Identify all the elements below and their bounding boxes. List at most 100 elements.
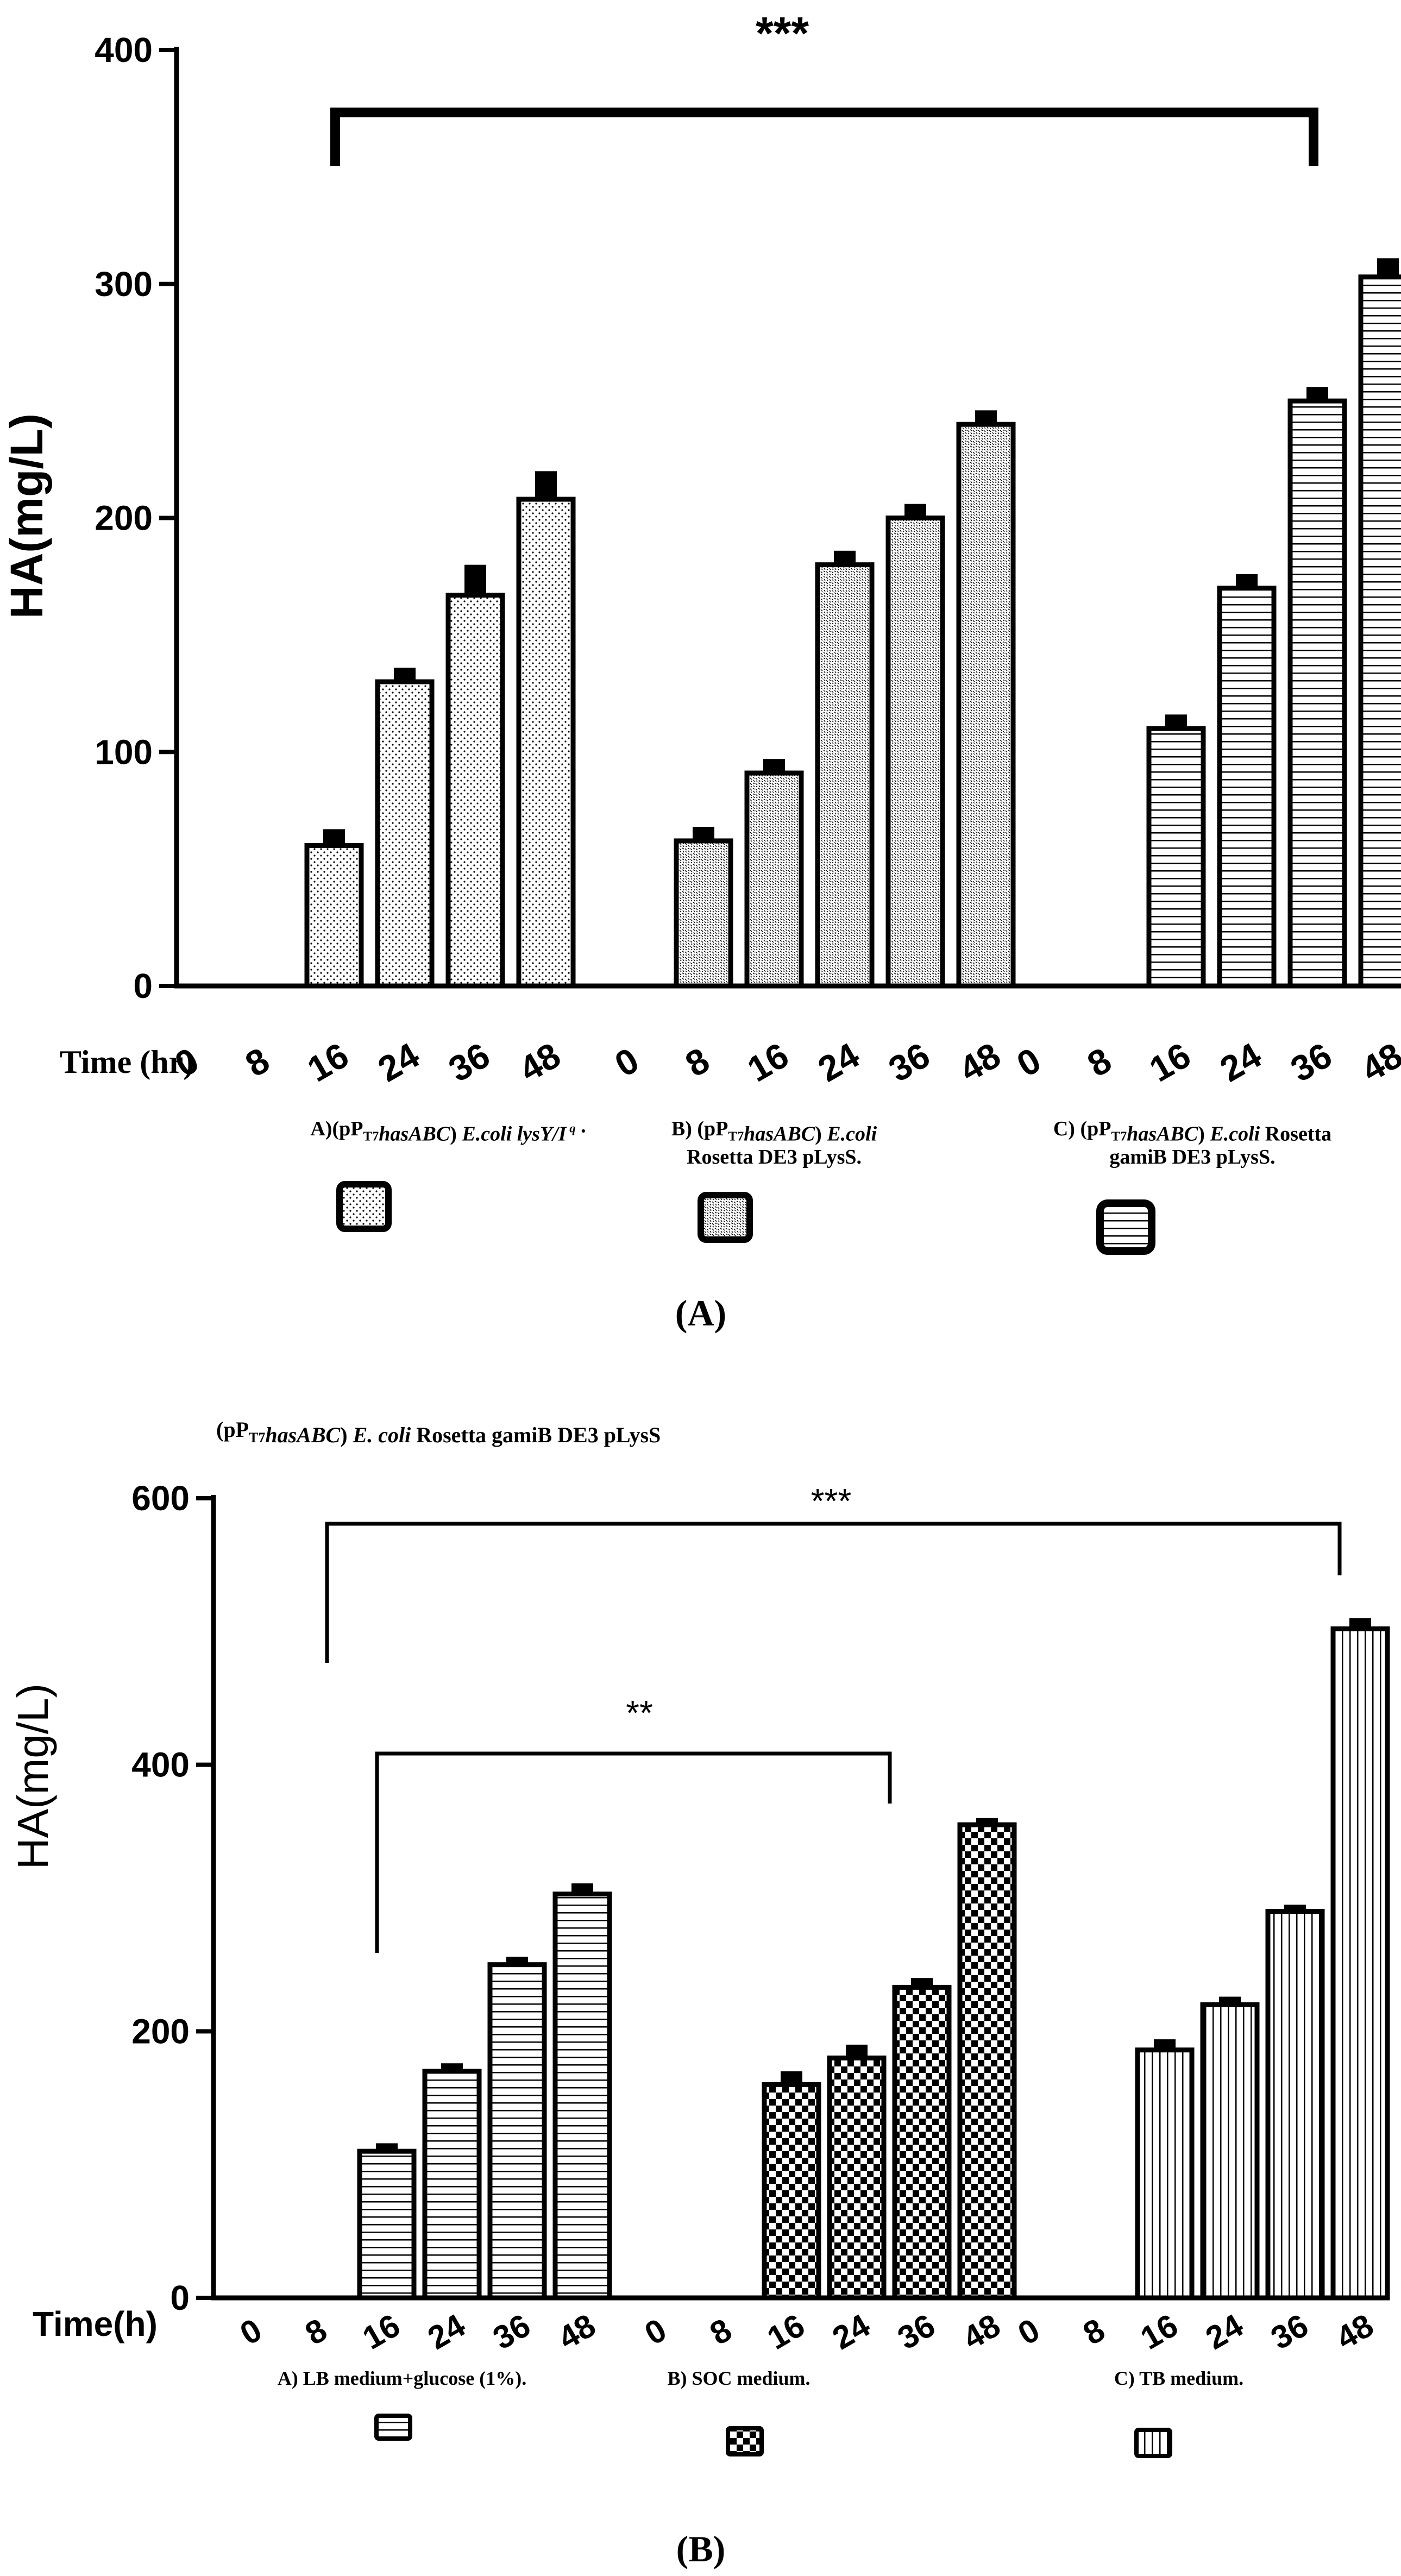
significance-bracket	[325, 1522, 1342, 1663]
y-axis-title: HA(mg/L)	[9, 1683, 57, 1869]
bar	[815, 562, 875, 989]
group-label-3-part: C) TB medium.	[1114, 2367, 1243, 2389]
x-tick-label: 24	[422, 2307, 472, 2357]
group-label-3: C) TB medium.	[1114, 2367, 1243, 2389]
error-bar	[846, 2044, 868, 2060]
x-tick-label: 0	[1010, 1040, 1047, 1084]
panel-header-part: )	[340, 1423, 353, 1447]
x-tick-label: 8	[299, 2311, 333, 2352]
x-tick-label: 48	[957, 2307, 1006, 2357]
x-tick-label: 16	[1134, 2307, 1184, 2357]
bar	[885, 516, 945, 989]
group-label-3: gamiB DE3 pLysS.	[1109, 1146, 1275, 1168]
x-tick-label: 16	[300, 1035, 355, 1090]
x-tick-label: 24	[826, 2307, 876, 2357]
panel-caption: (A)	[675, 1292, 726, 1334]
significance-bracket	[375, 1751, 892, 1953]
y-axis-title: HA(mg/L)	[1, 413, 52, 619]
x-tick-label: 0	[234, 2311, 268, 2352]
bar	[357, 2148, 417, 2301]
x-tick-label: 8	[704, 2311, 738, 2352]
error-bar	[904, 504, 926, 520]
group-label-3-part: T7	[1111, 1129, 1127, 1144]
panel-header-part: T7	[249, 1430, 265, 1446]
significance-label: ***	[811, 1481, 852, 1521]
group-label-2-part: E.coli	[826, 1123, 877, 1146]
group-label-1-part: T7	[363, 1129, 379, 1144]
group-label-2-part: )	[815, 1123, 827, 1146]
group-label-1: A)(pPT7hasABC) E.coli lysY/I q .	[310, 1114, 586, 1145]
significance-label: **	[626, 1693, 653, 1732]
group-label-2: B) SOC medium.	[667, 2367, 810, 2389]
group-label-2: B) (pPT7hasABC) E.coli	[671, 1117, 877, 1146]
x-tick-label: 8	[1080, 1040, 1118, 1084]
group-label-3-part: hasABC	[1127, 1123, 1198, 1146]
bar	[762, 2082, 821, 2301]
bar	[422, 2069, 482, 2301]
error-bar	[1219, 1996, 1241, 2007]
panel-header-part: Rosetta gamiB DE3 pLysS	[411, 1423, 661, 1447]
bar	[957, 1822, 1017, 2301]
x-tick-label: 36	[1284, 1035, 1339, 1090]
x-tick-label: 36	[891, 2307, 941, 2357]
y-tick-label: 200	[95, 499, 153, 538]
bar	[516, 497, 576, 989]
significance-bracket	[330, 108, 1318, 166]
error-bar	[323, 829, 345, 848]
x-tick-label: 24	[1199, 2307, 1249, 2357]
group-label-2-part: hasABC	[744, 1123, 815, 1146]
group-label-2: Rosetta DE3 pLysS.	[687, 1146, 862, 1168]
significance-label: ***	[756, 8, 809, 59]
group-label-1-part: )	[450, 1123, 462, 1146]
group-label-1-part: hasABC	[379, 1123, 450, 1146]
bar	[487, 1962, 547, 2301]
error-bar	[1377, 258, 1399, 279]
group-label-1-part: q	[567, 1121, 576, 1135]
bar	[1135, 2047, 1195, 2301]
x-tick-label: 8	[1077, 2311, 1111, 2352]
bar	[892, 1984, 952, 2301]
error-bar	[1236, 574, 1258, 590]
panel-header-part: E. coli	[353, 1423, 411, 1447]
bar	[552, 1892, 612, 2301]
x-tick-label: 48	[552, 2307, 601, 2357]
x-tick-label: 48	[1354, 1035, 1401, 1090]
x-tick-label: 36	[442, 1035, 497, 1090]
group-label-3-part: Rosetta	[1260, 1123, 1331, 1146]
x-tick-label: 0	[1012, 2311, 1046, 2352]
panel-header: (pPT7hasABC) E. coli Rosetta gamiB DE3 p…	[216, 1417, 661, 1447]
group-label-3-part: )	[1198, 1123, 1210, 1146]
error-bar	[693, 827, 714, 843]
y-tick-label: 0	[170, 2278, 190, 2317]
group-label-1-part: A)(pP	[310, 1117, 363, 1140]
legend-swatch	[1096, 1199, 1155, 1255]
x-tick-label: 16	[356, 2307, 406, 2357]
error-bar	[464, 564, 486, 598]
x-tick-label: 48	[1330, 2307, 1379, 2357]
error-bar	[1284, 1905, 1306, 1914]
x-tick-label: 8	[678, 1040, 716, 1084]
x-tick-label: 24	[1213, 1035, 1268, 1090]
error-bar	[911, 1978, 933, 1990]
bar	[1200, 2002, 1260, 2301]
error-bar	[441, 2063, 463, 2074]
group-label-3-part: C) (pP	[1053, 1117, 1111, 1140]
legend-swatch	[1134, 2428, 1172, 2458]
x-tick-label: 16	[761, 2307, 811, 2357]
error-bar	[1306, 387, 1328, 404]
x-tick-label: 48	[952, 1035, 1007, 1090]
bar	[1330, 1626, 1390, 2301]
group-label-3-part: E.coli	[1209, 1123, 1260, 1146]
group-label-3: C) (pPT7hasABC) E.coli Rosetta	[1053, 1117, 1331, 1146]
legend-swatch	[698, 1192, 753, 1243]
bar	[304, 843, 364, 989]
x-axis-title: Time(h)	[33, 2304, 158, 2343]
bar	[674, 838, 733, 989]
error-bar	[834, 550, 856, 567]
error-bar	[1165, 714, 1187, 731]
error-bar	[975, 410, 997, 427]
x-tick-label: 24	[371, 1035, 426, 1090]
group-label-2-part: B) (pP	[671, 1117, 728, 1140]
bar	[1146, 726, 1206, 989]
